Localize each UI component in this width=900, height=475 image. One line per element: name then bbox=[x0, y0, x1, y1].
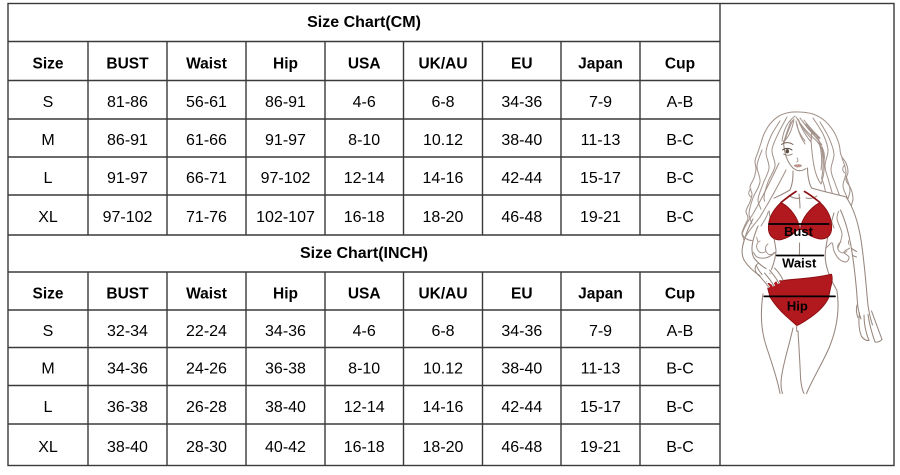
svg-text:BUST: BUST bbox=[106, 55, 149, 72]
svg-text:19-21: 19-21 bbox=[580, 439, 621, 456]
svg-text:36-38: 36-38 bbox=[107, 399, 148, 416]
svg-text:66-71: 66-71 bbox=[186, 170, 227, 187]
svg-text:40-42: 40-42 bbox=[265, 439, 306, 456]
svg-text:61-66: 61-66 bbox=[186, 132, 227, 149]
svg-text:34-36: 34-36 bbox=[501, 94, 542, 111]
svg-text:S: S bbox=[43, 323, 54, 340]
svg-text:15-17: 15-17 bbox=[580, 399, 621, 416]
svg-text:Japan: Japan bbox=[578, 285, 623, 302]
svg-text:15-17: 15-17 bbox=[580, 170, 621, 187]
svg-text:BUST: BUST bbox=[106, 285, 149, 302]
svg-text:USA: USA bbox=[348, 285, 381, 302]
svg-text:34-36: 34-36 bbox=[107, 361, 148, 378]
svg-text:Cup: Cup bbox=[665, 285, 695, 302]
svg-text:L: L bbox=[44, 170, 53, 187]
svg-text:Japan: Japan bbox=[578, 55, 623, 72]
svg-text:71-76: 71-76 bbox=[186, 209, 227, 226]
svg-text:11-13: 11-13 bbox=[581, 361, 621, 378]
svg-text:38-40: 38-40 bbox=[501, 132, 542, 149]
svg-text:26-28: 26-28 bbox=[186, 399, 227, 416]
svg-text:M: M bbox=[41, 361, 54, 378]
svg-text:86-91: 86-91 bbox=[265, 94, 306, 111]
svg-text:11-13: 11-13 bbox=[581, 132, 621, 149]
svg-text:18-20: 18-20 bbox=[423, 209, 464, 226]
svg-text:Size Chart(INCH): Size Chart(INCH) bbox=[300, 245, 428, 262]
svg-text:Hip: Hip bbox=[787, 299, 808, 314]
svg-text:38-40: 38-40 bbox=[265, 399, 306, 416]
svg-text:12-14: 12-14 bbox=[344, 399, 385, 416]
svg-text:L: L bbox=[44, 399, 53, 416]
svg-text:B-C: B-C bbox=[666, 439, 694, 456]
svg-text:M: M bbox=[41, 132, 54, 149]
svg-text:14-16: 14-16 bbox=[423, 170, 464, 187]
svg-text:4-6: 4-6 bbox=[353, 323, 376, 340]
svg-text:86-91: 86-91 bbox=[107, 132, 148, 149]
svg-text:16-18: 16-18 bbox=[344, 439, 385, 456]
svg-text:XL: XL bbox=[38, 209, 58, 226]
svg-text:32-34: 32-34 bbox=[107, 323, 148, 340]
svg-text:A-B: A-B bbox=[667, 94, 694, 111]
svg-text:USA: USA bbox=[348, 55, 381, 72]
svg-text:34-36: 34-36 bbox=[265, 323, 306, 340]
svg-text:Bust: Bust bbox=[784, 224, 814, 239]
svg-text:97-102: 97-102 bbox=[103, 209, 153, 226]
svg-text:B-C: B-C bbox=[666, 209, 694, 226]
svg-text:Waist: Waist bbox=[186, 285, 227, 302]
svg-text:46-48: 46-48 bbox=[501, 209, 542, 226]
svg-text:6-8: 6-8 bbox=[431, 323, 454, 340]
svg-text:46-48: 46-48 bbox=[501, 439, 542, 456]
svg-text:12-14: 12-14 bbox=[344, 170, 385, 187]
svg-text:56-61: 56-61 bbox=[186, 94, 227, 111]
svg-text:UK/AU: UK/AU bbox=[418, 55, 467, 72]
svg-text:Size Chart(CM): Size Chart(CM) bbox=[307, 14, 421, 31]
svg-text:16-18: 16-18 bbox=[344, 209, 385, 226]
svg-text:UK/AU: UK/AU bbox=[418, 285, 467, 302]
svg-text:B-C: B-C bbox=[666, 170, 694, 187]
svg-text:B-C: B-C bbox=[666, 399, 694, 416]
svg-text:18-20: 18-20 bbox=[423, 439, 464, 456]
svg-text:B-C: B-C bbox=[666, 361, 694, 378]
svg-text:36-38: 36-38 bbox=[265, 361, 306, 378]
svg-text:Cup: Cup bbox=[665, 55, 695, 72]
svg-text:38-40: 38-40 bbox=[107, 439, 148, 456]
svg-text:A-B: A-B bbox=[667, 323, 694, 340]
svg-text:91-97: 91-97 bbox=[265, 132, 306, 149]
svg-text:Hip: Hip bbox=[273, 55, 298, 72]
svg-text:34-36: 34-36 bbox=[501, 323, 542, 340]
svg-text:8-10: 8-10 bbox=[348, 361, 380, 378]
svg-text:19-21: 19-21 bbox=[580, 209, 621, 226]
svg-text:S: S bbox=[43, 94, 54, 111]
svg-text:24-26: 24-26 bbox=[186, 361, 227, 378]
svg-text:22-24: 22-24 bbox=[186, 323, 227, 340]
svg-text:10.12: 10.12 bbox=[423, 361, 463, 378]
svg-text:28-30: 28-30 bbox=[186, 439, 227, 456]
svg-text:14-16: 14-16 bbox=[423, 399, 464, 416]
svg-text:81-86: 81-86 bbox=[107, 94, 148, 111]
svg-text:7-9: 7-9 bbox=[589, 323, 612, 340]
svg-text:6-8: 6-8 bbox=[431, 94, 454, 111]
svg-text:4-6: 4-6 bbox=[353, 94, 376, 111]
svg-text:Waist: Waist bbox=[186, 55, 227, 72]
svg-text:8-10: 8-10 bbox=[348, 132, 380, 149]
svg-text:42-44: 42-44 bbox=[501, 399, 542, 416]
svg-text:Size: Size bbox=[32, 55, 63, 72]
svg-text:10.12: 10.12 bbox=[423, 132, 463, 149]
svg-text:EU: EU bbox=[511, 285, 533, 302]
svg-text:EU: EU bbox=[511, 55, 533, 72]
svg-text:XL: XL bbox=[38, 439, 58, 456]
svg-text:97-102: 97-102 bbox=[261, 170, 311, 187]
svg-text:B-C: B-C bbox=[666, 132, 694, 149]
svg-text:42-44: 42-44 bbox=[501, 170, 542, 187]
svg-text:7-9: 7-9 bbox=[589, 94, 612, 111]
svg-text:102-107: 102-107 bbox=[256, 209, 315, 226]
svg-text:Size: Size bbox=[32, 285, 63, 302]
svg-text:Waist: Waist bbox=[782, 255, 817, 270]
svg-text:Hip: Hip bbox=[273, 285, 298, 302]
svg-text:38-40: 38-40 bbox=[501, 361, 542, 378]
svg-text:91-97: 91-97 bbox=[107, 170, 148, 187]
